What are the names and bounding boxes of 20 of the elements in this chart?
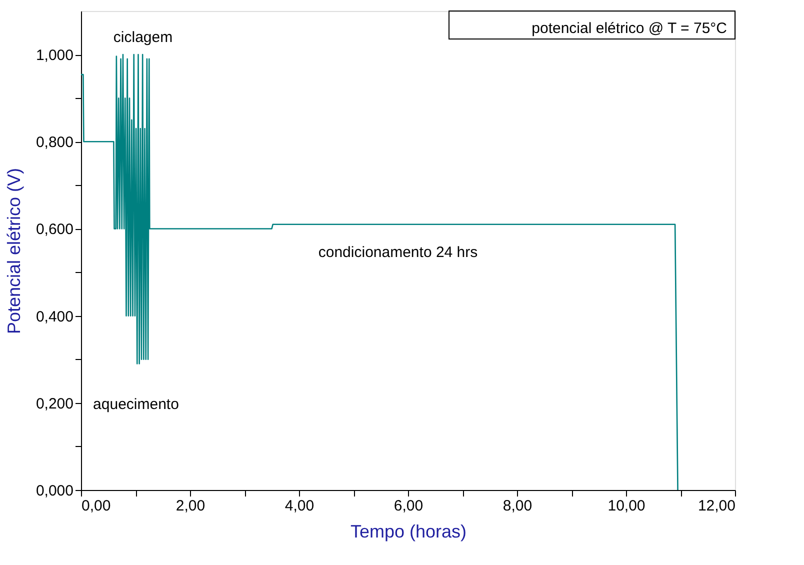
x-tick-label: 0,00 (82, 498, 111, 514)
annotation: condicionamento 24 hrs (318, 244, 478, 261)
y-tick-label: 0,600 (36, 221, 74, 238)
y-tick-label: 0,000 (36, 482, 74, 500)
x-axis-title: Tempo (horas) (350, 522, 467, 542)
y-tick-label: 0,200 (36, 395, 74, 412)
x-tick-label: 12,00 (698, 498, 736, 514)
y-tick-label: 0,400 (36, 308, 74, 326)
line-series (80, 54, 678, 491)
x-tick-label: 2,00 (176, 498, 206, 514)
x-tick-label: 4,00 (284, 498, 314, 514)
y-axis-title: Potencial elétrico (V) (4, 168, 24, 334)
x-tick-label: 10,00 (608, 498, 646, 514)
x-tick-label: 6,00 (394, 498, 424, 514)
y-tick-label: 1,000 (36, 47, 74, 64)
y-tick-label: 0,800 (36, 134, 74, 152)
x-tick-label: 8,00 (502, 498, 532, 514)
annotation: aquecimento (93, 396, 179, 413)
text: potencial elétrico @ T = 75°C (532, 20, 728, 37)
annotation: ciclagem (113, 29, 173, 46)
